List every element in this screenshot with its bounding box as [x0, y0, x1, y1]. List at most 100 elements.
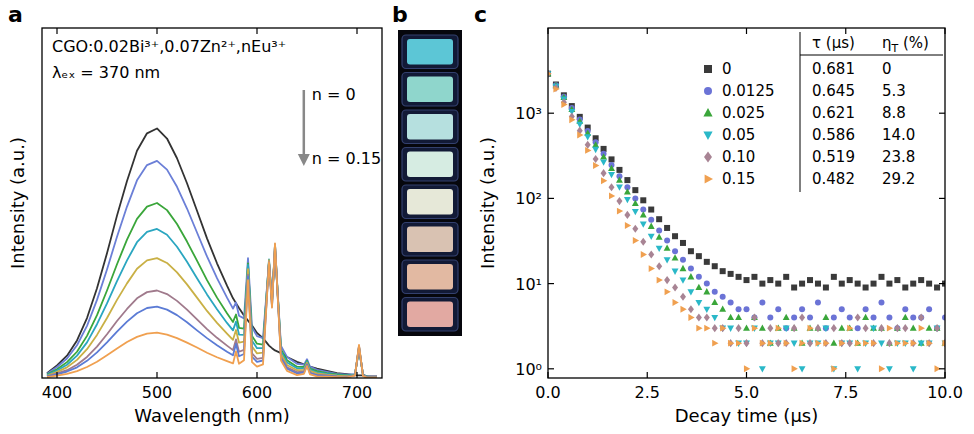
legend-label: 0.10 — [722, 148, 755, 166]
decay-point — [640, 238, 646, 246]
decay-point — [728, 300, 734, 306]
decay-point — [863, 306, 869, 312]
decay-point — [879, 365, 885, 372]
annotation: CGO:0.02Bi³⁺,0.07Zn²⁺,nEu³⁺ — [52, 37, 286, 56]
decay-point — [616, 197, 622, 205]
decay-point — [680, 306, 686, 313]
panel-letter: a — [8, 2, 23, 27]
decay-point — [799, 366, 806, 372]
decay-point — [815, 340, 821, 347]
decay-point — [704, 259, 710, 265]
decay-point — [767, 339, 774, 345]
decay-point — [703, 288, 710, 294]
decay-point — [577, 132, 583, 139]
decay-point — [855, 313, 861, 321]
decay-point — [664, 257, 671, 263]
sample-swatch — [407, 77, 453, 103]
decay-point — [711, 315, 718, 321]
decay-point — [878, 274, 884, 280]
decay-point — [823, 325, 829, 331]
table-divider — [800, 32, 801, 192]
decay-point — [822, 314, 829, 320]
decay-point — [657, 277, 663, 284]
legend-marker — [705, 174, 713, 183]
y-tick-label: 10³ — [515, 104, 542, 123]
decay-point — [760, 340, 766, 347]
x-tick-label: 600 — [242, 383, 273, 402]
legend-label: 0.0125 — [722, 82, 775, 100]
series-group — [548, 70, 945, 373]
decay-point — [759, 339, 765, 347]
decay-point — [792, 365, 798, 372]
y-tick — [939, 198, 945, 199]
decay-point — [910, 339, 916, 347]
decay-point — [807, 325, 813, 332]
decay-point — [775, 306, 781, 312]
decay-point — [736, 306, 742, 312]
decay-point — [839, 340, 845, 347]
x-tick-label: 10.0 — [927, 383, 963, 402]
decay-point — [633, 237, 639, 244]
decay-point — [751, 313, 757, 321]
x-tick — [56, 28, 57, 34]
decay-point — [855, 281, 861, 287]
x-axis-title: Wavelength (nm) — [134, 405, 290, 426]
decay-point — [799, 313, 805, 321]
x-tick-label: 700 — [342, 383, 373, 402]
annotation: λₑₓ = 370 nm — [52, 63, 160, 82]
decay-point — [592, 147, 599, 153]
decay-point — [695, 284, 702, 290]
decay-point — [910, 366, 917, 372]
decay-point — [919, 325, 925, 332]
decay-point — [863, 340, 869, 347]
decay-point — [625, 222, 631, 229]
sample-holder — [402, 185, 458, 219]
header-part: (%) — [898, 34, 929, 52]
decay-point — [703, 307, 710, 313]
decay-point — [800, 340, 806, 347]
decay-point — [847, 277, 853, 283]
decay-point — [727, 314, 734, 320]
decay-point — [728, 339, 734, 347]
decay-point — [728, 271, 734, 277]
plot-frame — [548, 28, 945, 378]
decay-point — [791, 324, 797, 332]
x-tick — [256, 372, 257, 378]
decay-point — [918, 341, 925, 347]
legend-marker — [704, 152, 712, 163]
figure: a400500600700Wavelength (nm)Intensity (a… — [0, 0, 974, 434]
decay-point — [768, 340, 774, 347]
y-tick-label: 10² — [515, 189, 542, 208]
decay-point — [822, 326, 829, 332]
decay-point — [767, 324, 773, 332]
decay-point — [593, 155, 599, 163]
decay-point — [926, 281, 932, 287]
sample-holder — [402, 148, 458, 182]
decay-point — [640, 197, 646, 203]
decay-point — [704, 313, 710, 321]
decay-point — [767, 277, 773, 283]
decay-point — [839, 281, 845, 287]
y-tick — [548, 113, 554, 114]
decay-point — [807, 315, 813, 321]
decay-point — [871, 315, 877, 321]
arrow-head — [298, 154, 310, 166]
table-cell: 0.586 — [812, 126, 855, 144]
decay-point — [656, 216, 662, 222]
decay-point — [934, 285, 940, 291]
decay-point — [728, 340, 734, 347]
decay-point — [831, 365, 837, 372]
decay-point — [791, 315, 797, 321]
y-tick — [939, 368, 945, 369]
decay-point — [799, 306, 805, 312]
decay-point — [847, 315, 853, 321]
decay-point — [767, 315, 773, 321]
decay-point — [648, 250, 654, 258]
decay-point — [656, 262, 662, 270]
decay-point — [688, 248, 694, 254]
decay-point — [743, 324, 750, 330]
decay-point — [600, 159, 607, 165]
decay-point — [926, 306, 932, 312]
decay-point — [648, 234, 655, 240]
legend-label: 0.05 — [722, 126, 755, 144]
